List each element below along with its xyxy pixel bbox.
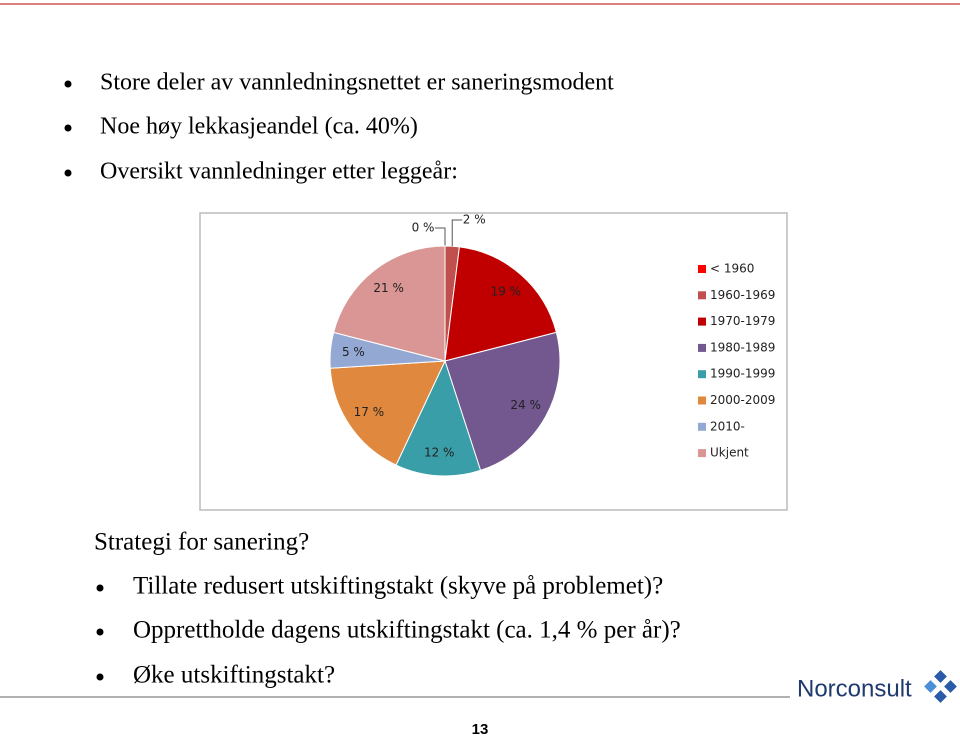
legend-swatch — [698, 422, 706, 431]
logo-text: Norconsult — [797, 675, 912, 702]
legend-label: < 1960 — [710, 262, 754, 276]
bullet: Store deler av vannledningsnettet er san… — [100, 70, 614, 96]
pie-slice — [444, 246, 557, 362]
bullet-dot — [96, 673, 104, 681]
legend-swatch — [698, 317, 706, 326]
pie-slice — [444, 331, 561, 472]
bullet-dot — [96, 628, 104, 636]
legend-swatch — [698, 370, 706, 379]
legend-label: 2010- — [710, 419, 745, 433]
legend-label: Ukjent — [710, 446, 749, 460]
pie-slice — [395, 359, 482, 477]
legend-swatch — [698, 291, 706, 300]
leader-line — [435, 227, 446, 246]
chart: 0 % < 1960 2 % 1960-1969 19 % 1970-1979 24 % 19… — [329, 213, 775, 477]
legend-swatch — [698, 265, 706, 273]
question: Strategi for sanering? — [94, 529, 309, 556]
sub-bullet: Opprettholde dagens utskiftingstakt (ca.… — [133, 617, 681, 644]
data-label: 5 % — [342, 345, 365, 359]
leader-line — [451, 219, 463, 247]
data-label: 21 % — [373, 281, 404, 295]
sub-bullet: Tillate redusert utskiftingstakt (skyve … — [133, 573, 663, 600]
pie-slice — [333, 245, 446, 362]
data-label: 19 % — [491, 284, 522, 298]
page-number: 13 — [472, 721, 489, 738]
questions: Strategi for sanering? Tillate redusert … — [94, 529, 681, 689]
data-label: 12 % — [424, 445, 455, 459]
sub-bullet: Øke utskiftingstakt? — [133, 662, 335, 689]
legend-swatch — [698, 396, 706, 405]
bullet-dot — [64, 80, 72, 88]
logo-icon — [924, 670, 957, 703]
legend-swatch — [698, 343, 706, 352]
legend-label: 2000-2009 — [710, 393, 775, 407]
bullets: Store deler av vannledningsnettet er san… — [64, 70, 614, 185]
bullet: Noe høy lekkasjeandel (ca. 40%) — [100, 114, 418, 140]
legend-label: 1970-1979 — [710, 314, 775, 328]
bullet-dot — [64, 124, 72, 132]
data-label: 0 % — [412, 221, 435, 235]
legend-label: 1960-1969 — [710, 288, 775, 302]
data-label: 2 % — [463, 213, 486, 227]
bullet: Oversikt vannledninger etter leggeår: — [100, 159, 458, 185]
legend-label: 1990-1999 — [710, 367, 775, 381]
bullet-dot — [64, 169, 72, 177]
data-label: 24 % — [510, 398, 541, 412]
legend-swatch — [698, 449, 706, 458]
data-label: 17 % — [354, 405, 385, 419]
pie-slice — [329, 360, 446, 466]
legend-label: 1980-1989 — [710, 340, 775, 354]
bullet-dot — [96, 584, 104, 592]
